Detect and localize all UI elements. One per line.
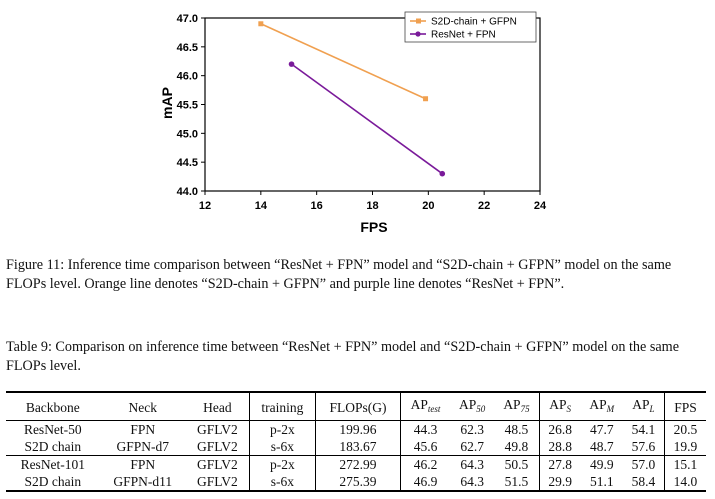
legend-label: S2D-chain + GFPN — [431, 17, 517, 28]
series-line — [291, 63, 443, 175]
data-point — [423, 96, 429, 102]
data-point — [439, 170, 446, 177]
table-cell: 51.1 — [580, 473, 623, 492]
table-cell: ResNet-50 — [23, 422, 82, 437]
table-cell: FPN — [130, 457, 156, 472]
table-cell: 58.4 — [622, 473, 665, 492]
col-head: Head — [203, 399, 232, 415]
table-cell: 50.5 — [504, 457, 529, 472]
legend-label: ResNet + FPN — [431, 30, 496, 41]
x-axis-label: FPS — [360, 219, 387, 235]
map-vs-fps-chart: 12 14 16 18 20 22 24 44.0 44.5 45.0 45.5 46.0 46.5 47… — [159, 11, 547, 235]
table-cell: p-2x — [248, 455, 316, 473]
table-cell: 44.3 — [400, 420, 450, 438]
table-cell: GFPN-d11 — [99, 473, 186, 492]
col-neck: Neck — [128, 399, 157, 415]
table-cell: 20.5 — [663, 420, 706, 438]
legend-marker — [416, 18, 421, 24]
results-table: Backbone Neck Head training FLOPs(G) APt… — [6, 391, 706, 492]
table-cell: 19.9 — [663, 438, 706, 456]
table-cell: S2D chain — [6, 473, 100, 492]
y-tick-label: 46.5 — [177, 42, 198, 54]
table-cell: GFLV2 — [185, 438, 250, 456]
table-cell: 46.2 — [400, 455, 450, 473]
table-cell: 14.0 — [663, 473, 706, 492]
table-row: S2D chain GFPN-d7 GFLV2 s-6x 183.67 45.6 62.7 4… — [6, 438, 706, 456]
col-ap75: AP75 — [503, 397, 530, 414]
col-training: training — [248, 392, 316, 421]
table-cell: 51.5 — [494, 473, 540, 492]
x-tick-label: 22 — [478, 200, 490, 212]
figure-caption: Figure 11: Inference time comparison bet… — [6, 257, 672, 292]
col-aps: APS — [538, 392, 581, 421]
table-cell: 183.67 — [314, 438, 401, 456]
y-tick-label: 44.0 — [177, 186, 198, 198]
y-tick-label: 46.0 — [177, 71, 198, 83]
y-axis-label: mAP — [159, 87, 175, 119]
table-cell: ResNet-101 — [20, 457, 86, 472]
col-apm: APM — [589, 397, 615, 414]
data-point — [258, 21, 264, 27]
table-cell: GFLV2 — [197, 422, 238, 437]
table-cell: FPN — [130, 422, 156, 437]
table-cell: 47.7 — [589, 422, 614, 437]
legend-box — [404, 11, 537, 43]
table-cell: 275.39 — [314, 473, 401, 492]
y-tick-label: 44.5 — [177, 157, 198, 169]
table-cell: 48.5 — [504, 422, 529, 437]
col-flops: FLOPs(G) — [314, 392, 401, 421]
x-tick-label: 12 — [199, 200, 211, 212]
table-cell: GFPN-d7 — [99, 438, 186, 456]
x-tick-label: 16 — [311, 200, 323, 212]
table-cell: 199.96 — [314, 420, 401, 438]
series-line — [260, 23, 426, 100]
table-cell: 48.7 — [580, 438, 623, 456]
table-cell: GFLV2 — [197, 457, 238, 472]
col-ap50: AP50 — [458, 397, 486, 414]
table-cell: 27.8 — [538, 455, 581, 473]
col-backbone: Backbone — [25, 399, 80, 415]
table-cell: 29.9 — [538, 473, 581, 492]
table-row: S2D chain GFPN-d11 GFLV2 s-6x 275.39 46.9 64.3… — [6, 473, 706, 492]
legend-marker — [415, 31, 421, 37]
table-cell: 62.7 — [450, 438, 495, 456]
y-tick-label: 45.5 — [177, 100, 198, 112]
table-cell: 49.8 — [494, 438, 540, 456]
table-cell: 272.99 — [314, 455, 401, 473]
table-caption: Table 9: Comparison on inference time be… — [6, 339, 679, 374]
table-cell: 57.6 — [622, 438, 665, 456]
table-cell: 26.8 — [538, 420, 581, 438]
x-tick-label: 18 — [366, 200, 378, 212]
table-cell: p-2x — [248, 420, 316, 438]
table-cell: S2D chain — [6, 438, 100, 456]
table-cell: 62.3 — [460, 422, 484, 437]
table-row: ResNet-50 FPN GFLV2 p-2x 199.96 44.3 62.3 48.5 2… — [6, 420, 706, 438]
col-ap-test: APtest — [400, 392, 450, 421]
table-cell: 46.9 — [400, 473, 450, 492]
table-cell: s-6x — [248, 473, 316, 492]
table-cell: 15.1 — [663, 455, 706, 473]
y-tick-label: 45.0 — [177, 128, 198, 140]
col-apl: APL — [632, 397, 655, 414]
y-tick-label: 47.0 — [177, 13, 198, 25]
table-cell: s-6x — [248, 438, 316, 456]
table-row: ResNet-101 FPN GFLV2 p-2x 272.99 46.2 64.3 50.5… — [6, 455, 706, 473]
plot-frame — [204, 17, 541, 192]
table-header-row: Backbone Neck Head training FLOPs(G) APt… — [6, 392, 706, 421]
table-cell: 57.0 — [631, 457, 656, 472]
data-point — [288, 61, 295, 67]
col-fps: FPS — [663, 392, 706, 421]
x-tick-label: 24 — [534, 200, 547, 212]
table-cell: GFLV2 — [185, 473, 250, 492]
table-cell: 54.1 — [631, 422, 656, 437]
table-cell: 45.6 — [400, 438, 450, 456]
x-tick-label: 14 — [255, 200, 268, 212]
table-cell: 49.9 — [589, 457, 614, 472]
x-tick-label: 20 — [422, 200, 434, 212]
table-cell: 64.3 — [450, 473, 495, 492]
table-cell: 28.8 — [538, 438, 581, 456]
table-cell: 64.3 — [460, 457, 484, 472]
